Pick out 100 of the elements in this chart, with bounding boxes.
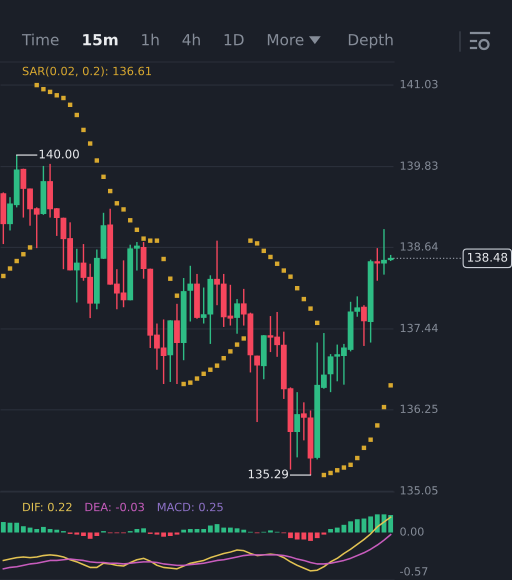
point	[201, 372, 206, 376]
point	[141, 236, 146, 241]
text: More	[268, 34, 304, 46]
point	[302, 296, 306, 302]
candlestick	[328, 353, 334, 393]
text: DEA: -0.03	[85, 502, 144, 512]
point	[101, 174, 106, 179]
point	[81, 128, 86, 132]
point	[194, 376, 200, 381]
bar	[188, 529, 193, 533]
y-tick-label: -0.57	[400, 567, 428, 576]
text: 1D	[224, 34, 244, 46]
point	[328, 470, 333, 476]
candlestick	[254, 354, 260, 423]
candlestick	[374, 247, 380, 282]
point	[254, 241, 260, 246]
point	[161, 256, 166, 262]
point	[308, 306, 313, 311]
bar	[241, 530, 246, 533]
text: Depth	[348, 34, 393, 48]
y-tick-label: 135.05	[400, 486, 438, 495]
point	[248, 238, 253, 243]
point	[61, 96, 66, 100]
point	[388, 383, 393, 388]
point	[342, 465, 346, 470]
point	[274, 262, 280, 266]
bar	[314, 532, 320, 538]
bar	[181, 530, 186, 533]
y-tick-label: 138.64	[400, 242, 438, 251]
bar	[328, 529, 333, 533]
point	[168, 276, 172, 281]
bar	[14, 522, 20, 533]
line-series	[2, 534, 392, 570]
point	[34, 82, 39, 88]
point	[181, 382, 186, 386]
bar	[34, 529, 40, 533]
bar	[168, 532, 173, 536]
candlestick	[174, 303, 180, 385]
point	[128, 218, 132, 222]
point	[262, 248, 266, 254]
candlestick	[361, 304, 367, 347]
bar	[354, 519, 360, 533]
point	[108, 188, 112, 194]
point	[368, 437, 373, 442]
point	[134, 228, 140, 232]
bar	[334, 528, 340, 533]
bar	[54, 530, 60, 533]
point	[121, 207, 126, 212]
point	[88, 141, 92, 146]
y-tick-label: 141.03	[400, 80, 438, 88]
series-label: MACD: 0.25	[158, 502, 223, 512]
point	[355, 456, 360, 460]
text: 1h	[142, 34, 159, 46]
point	[74, 112, 79, 118]
candlestick	[381, 228, 387, 276]
point	[322, 472, 326, 478]
point	[294, 286, 300, 290]
point	[348, 462, 353, 468]
point	[214, 363, 220, 368]
point	[222, 356, 226, 360]
point	[188, 380, 193, 385]
point	[242, 336, 246, 341]
point	[288, 274, 293, 279]
y-tick-label: 137.44	[400, 324, 438, 332]
annotation: 140.00	[40, 150, 79, 158]
point	[148, 238, 152, 243]
point	[362, 446, 366, 450]
text: 4h	[182, 34, 200, 46]
line-series	[2, 516, 392, 572]
y-tick-label: 0.00	[400, 527, 424, 536]
point	[282, 268, 286, 273]
ref-line-label: 138.48	[468, 252, 508, 262]
bar	[221, 528, 226, 533]
point	[54, 93, 59, 98]
bar	[0, 522, 6, 533]
candlestick	[74, 248, 80, 304]
point	[315, 320, 320, 326]
bar	[8, 522, 12, 533]
point	[48, 90, 52, 94]
point	[382, 404, 386, 410]
point	[41, 86, 46, 92]
point	[335, 468, 340, 472]
candlestick	[134, 241, 140, 272]
annotation: 135.29	[248, 470, 288, 478]
y-tick-label: 136.25	[400, 404, 438, 414]
point	[14, 258, 19, 264]
point	[1, 274, 6, 278]
bar	[194, 529, 200, 533]
text: DIF: 0.22	[23, 502, 72, 512]
bar	[294, 532, 300, 540]
candlestick	[294, 391, 300, 458]
bar	[288, 532, 293, 538]
point	[21, 252, 26, 256]
candlestick	[187, 265, 194, 322]
point	[94, 158, 100, 163]
point	[208, 368, 213, 372]
point	[375, 423, 380, 428]
point	[114, 201, 120, 206]
series-label: SAR(0.02, 0.2): 136.61	[22, 66, 151, 77]
bar	[94, 532, 100, 536]
